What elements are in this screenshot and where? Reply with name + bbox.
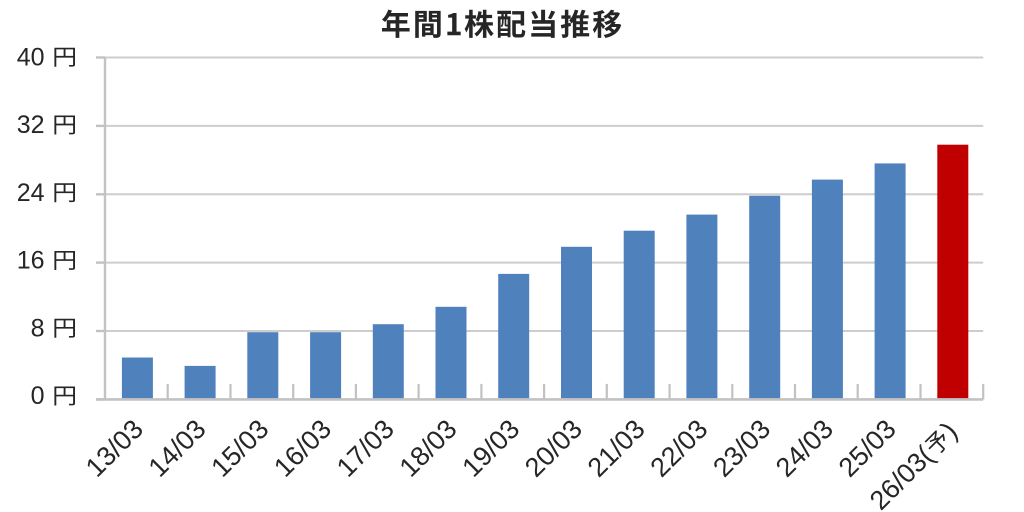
svg-text:22/03: 22/03 xyxy=(645,414,714,483)
svg-text:15/03: 15/03 xyxy=(205,414,274,483)
svg-text:16: 16 xyxy=(17,247,45,275)
svg-text:14/03: 14/03 xyxy=(143,414,212,483)
svg-text:40: 40 xyxy=(17,43,45,71)
svg-text:32: 32 xyxy=(17,111,45,139)
svg-text:0: 0 xyxy=(31,382,45,410)
svg-text:21/03: 21/03 xyxy=(582,414,651,483)
svg-text:24: 24 xyxy=(17,179,45,207)
svg-text:20/03: 20/03 xyxy=(519,414,588,483)
svg-text:13/03: 13/03 xyxy=(80,414,149,483)
svg-text:23/03: 23/03 xyxy=(707,414,776,483)
svg-text:19/03: 19/03 xyxy=(456,414,525,483)
svg-text:17/03: 17/03 xyxy=(331,414,400,483)
svg-text:): ) xyxy=(936,416,964,444)
svg-text:24/03: 24/03 xyxy=(770,414,839,483)
svg-text:18/03: 18/03 xyxy=(394,414,463,483)
svg-text:16/03: 16/03 xyxy=(268,414,337,483)
svg-text:8: 8 xyxy=(31,314,45,342)
